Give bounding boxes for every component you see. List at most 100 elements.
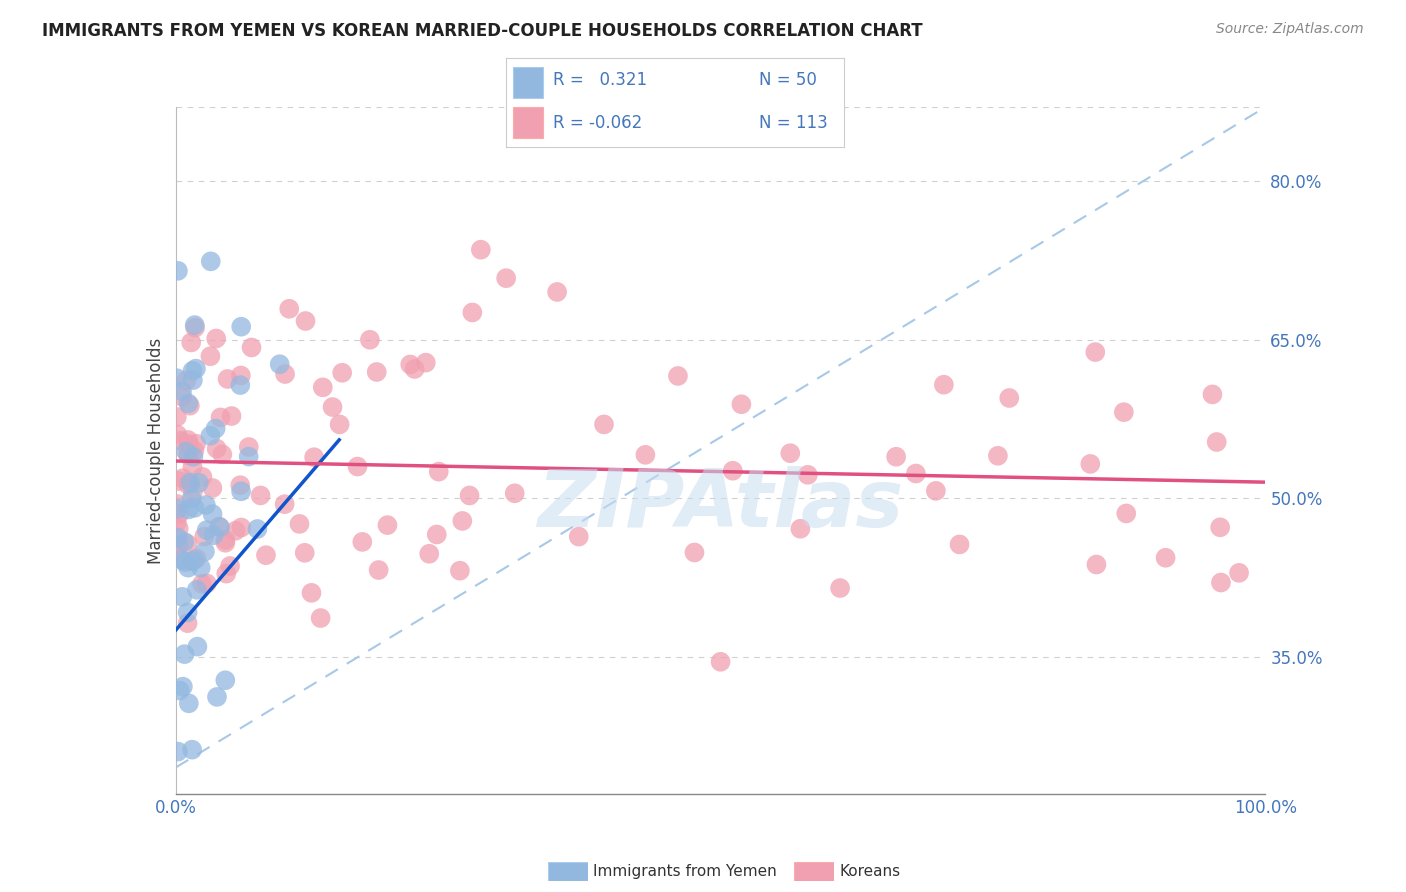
Point <box>177 396 200 410</box>
Point <box>399 358 422 372</box>
Point <box>246 522 269 536</box>
Point <box>294 314 316 328</box>
Point <box>181 364 204 378</box>
Point <box>170 552 193 566</box>
Point <box>231 319 253 334</box>
Point <box>176 373 198 387</box>
Point <box>166 501 188 516</box>
Point <box>177 448 200 462</box>
Text: N = 113: N = 113 <box>759 113 828 132</box>
Point <box>377 518 399 533</box>
Point <box>177 696 200 710</box>
Point <box>184 361 207 376</box>
Point <box>179 399 201 413</box>
Point <box>176 537 198 551</box>
Point <box>288 516 311 531</box>
Point <box>190 560 212 574</box>
Point <box>884 450 907 464</box>
Point <box>202 528 225 542</box>
Point <box>219 559 242 574</box>
Point <box>186 582 208 597</box>
Point <box>169 434 191 448</box>
Point <box>828 581 851 595</box>
Point <box>186 640 208 654</box>
Point <box>211 447 233 461</box>
Point <box>240 341 263 355</box>
Point <box>301 586 323 600</box>
FancyBboxPatch shape <box>513 67 543 98</box>
Y-axis label: Married-couple Households: Married-couple Households <box>146 337 165 564</box>
Point <box>184 436 207 450</box>
Point <box>458 488 481 502</box>
Point <box>404 362 426 376</box>
Point <box>187 475 209 490</box>
Point <box>194 544 217 558</box>
Point <box>666 368 689 383</box>
Point <box>721 464 744 478</box>
Point <box>167 264 190 278</box>
Point <box>294 546 316 560</box>
Point <box>214 533 236 547</box>
Point <box>495 271 517 285</box>
Point <box>426 527 449 541</box>
Point <box>1209 520 1232 534</box>
Point <box>186 551 208 566</box>
Point <box>172 471 194 485</box>
Point <box>427 465 450 479</box>
Point <box>683 545 706 559</box>
Point <box>254 548 277 562</box>
Point <box>568 530 591 544</box>
Point <box>229 478 252 492</box>
Point <box>172 390 194 404</box>
Point <box>309 611 332 625</box>
Text: Immigrants from Yemen: Immigrants from Yemen <box>593 864 778 879</box>
Point <box>174 444 197 458</box>
Text: Source: ZipAtlas.com: Source: ZipAtlas.com <box>1216 22 1364 37</box>
Point <box>166 497 188 511</box>
Point <box>181 373 204 387</box>
Point <box>217 372 239 386</box>
Point <box>449 564 471 578</box>
Point <box>329 417 352 432</box>
Point <box>179 475 201 490</box>
Point <box>710 655 733 669</box>
Point <box>166 427 188 442</box>
Point <box>948 537 970 551</box>
Point <box>195 523 218 537</box>
Text: Koreans: Koreans <box>839 864 900 879</box>
Point <box>461 305 484 319</box>
Point <box>167 507 190 521</box>
Point <box>330 366 353 380</box>
Text: ZIPAtlas: ZIPAtlas <box>537 467 904 544</box>
Point <box>366 365 388 379</box>
Point <box>166 516 188 530</box>
Point <box>546 285 568 299</box>
Point <box>730 397 752 411</box>
Point <box>1085 558 1108 572</box>
Point <box>166 371 188 385</box>
Point <box>1209 575 1232 590</box>
Point <box>789 522 811 536</box>
Point <box>167 538 190 552</box>
Point <box>904 467 927 481</box>
Point <box>998 391 1021 405</box>
Point <box>205 690 228 704</box>
Point <box>269 357 291 371</box>
Point <box>208 519 231 533</box>
Point <box>177 502 200 516</box>
Point <box>352 535 374 549</box>
Text: IMMIGRANTS FROM YEMEN VS KOREAN MARRIED-COUPLE HOUSEHOLDS CORRELATION CHART: IMMIGRANTS FROM YEMEN VS KOREAN MARRIED-… <box>42 22 922 40</box>
FancyBboxPatch shape <box>513 107 543 138</box>
Point <box>167 521 190 535</box>
Point <box>418 547 440 561</box>
Point <box>1115 507 1137 521</box>
Point <box>181 554 204 568</box>
Point <box>274 367 297 381</box>
FancyBboxPatch shape <box>548 862 588 881</box>
Point <box>184 320 207 334</box>
Point <box>166 409 188 424</box>
Point <box>312 380 335 394</box>
Point <box>209 410 232 425</box>
Text: R = -0.062: R = -0.062 <box>554 113 643 132</box>
Point <box>1154 550 1177 565</box>
